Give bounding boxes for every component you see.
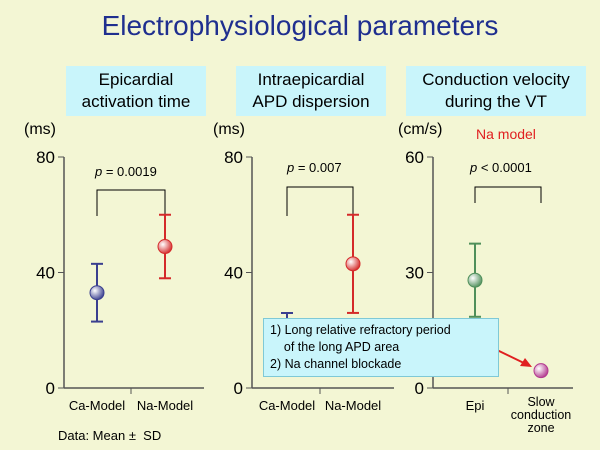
p1-y-tick-label: 80 bbox=[36, 148, 55, 167]
p3-y-tick-label: 60 bbox=[405, 148, 424, 167]
p3-x-label-0: Epi bbox=[466, 398, 485, 413]
p3-point-1 bbox=[533, 363, 549, 379]
p2-significance-bracket bbox=[286, 186, 354, 216]
p1-point-0 bbox=[89, 285, 105, 301]
panel3-unit: (cm/s) bbox=[398, 121, 443, 138]
p1-y-tick-label: 0 bbox=[46, 379, 55, 398]
p2-y-tick-label: 80 bbox=[224, 148, 243, 167]
p1-y-tick-label: 40 bbox=[36, 264, 55, 283]
p2-y-tick-label: 40 bbox=[224, 264, 243, 283]
callout-line-1: 1) Long relative refractory period bbox=[270, 323, 451, 337]
p1-pvalue: p = 0.0019 bbox=[94, 164, 157, 179]
slide-title: Electrophysiological parameters bbox=[101, 10, 499, 41]
callout-line-3: 2) Na channel blockade bbox=[270, 357, 402, 371]
footnote: Data: Mean ± SD bbox=[58, 428, 162, 443]
p3-x-label-slow: zone bbox=[527, 421, 554, 435]
p1-x-label-0: Ca-Model bbox=[69, 398, 125, 413]
callout-line-2: of the long APD area bbox=[270, 340, 400, 354]
p1-point-1 bbox=[157, 239, 173, 255]
panel2-title: Intraepicardial APD dispersion bbox=[236, 66, 386, 116]
callout-arrow-head bbox=[520, 358, 532, 367]
p2-pvalue: p = 0.007 bbox=[286, 160, 342, 175]
panel2-unit: (ms) bbox=[213, 121, 245, 138]
p1-significance-bracket bbox=[96, 189, 166, 216]
callout-box: 1) Long relative refractory period of th… bbox=[263, 318, 499, 377]
p2-y-tick-label: 0 bbox=[234, 379, 243, 398]
p3-point-0 bbox=[467, 272, 483, 288]
panel3-title: Conduction velocity during the VT bbox=[406, 66, 586, 116]
p1-x-label-1: Na-Model bbox=[137, 398, 193, 413]
p2-x-label-1: Na-Model bbox=[325, 398, 381, 413]
p3-x-label-slow: Slow bbox=[527, 395, 555, 409]
p3-significance-bracket bbox=[474, 186, 542, 203]
p2-point-1 bbox=[345, 256, 361, 272]
model-tag: Na model bbox=[476, 126, 536, 142]
p3-y-tick-label: 30 bbox=[405, 264, 424, 283]
p3-pvalue: p < 0.0001 bbox=[469, 160, 532, 175]
panel1-unit: (ms) bbox=[24, 121, 56, 138]
p2-x-label-0: Ca-Model bbox=[259, 398, 315, 413]
panel1-title: Epicardial activation time bbox=[66, 66, 206, 116]
p3-x-label-slow: conduction bbox=[511, 408, 572, 422]
p3-y-tick-label: 0 bbox=[415, 379, 424, 398]
